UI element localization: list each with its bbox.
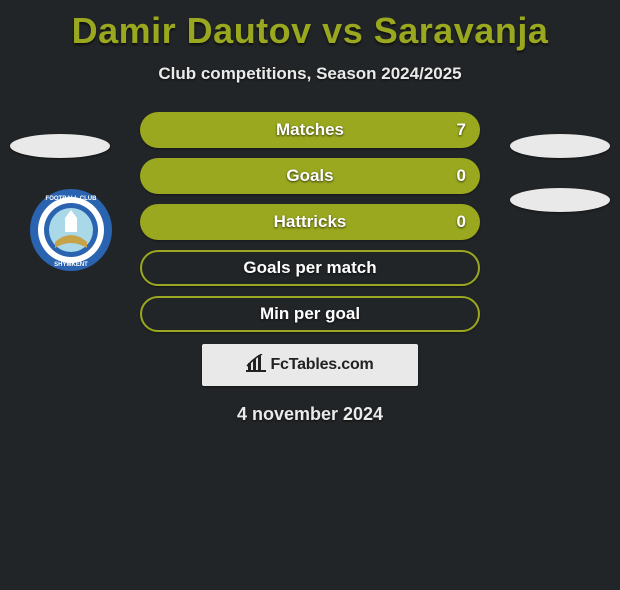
stat-label: Hattricks xyxy=(274,212,347,232)
club-badge-icon: FOOTBALL CLUB SHYMKENT xyxy=(29,188,113,272)
stat-label: Min per goal xyxy=(260,304,360,324)
brand-text: FcTables.com xyxy=(270,356,373,374)
svg-text:SHYMKENT: SHYMKENT xyxy=(54,262,88,268)
footer-date: 4 november 2024 xyxy=(0,404,620,425)
player-photo-placeholder-icon xyxy=(510,134,610,158)
stat-value: 0 xyxy=(457,166,466,186)
stat-row-gpm: Goals per match xyxy=(140,250,480,286)
stat-label: Goals xyxy=(286,166,333,186)
player-photo-placeholder-icon xyxy=(10,134,110,158)
page-subtitle: Club competitions, Season 2024/2025 xyxy=(0,64,620,84)
stat-value: 7 xyxy=(457,120,466,140)
stat-row-goals: Goals 0 xyxy=(140,158,480,194)
svg-text:FOOTBALL CLUB: FOOTBALL CLUB xyxy=(46,196,98,202)
stat-row-hattricks: Hattricks 0 xyxy=(140,204,480,240)
stat-label: Goals per match xyxy=(243,258,376,278)
player-photo-placeholder-icon xyxy=(510,188,610,212)
stat-value: 0 xyxy=(457,212,466,232)
stat-row-mpg: Min per goal xyxy=(140,296,480,332)
stat-row-matches: Matches 7 xyxy=(140,112,480,148)
stat-label: Matches xyxy=(276,120,344,140)
stats-bars: Matches 7 Goals 0 Hattricks 0 Goals per … xyxy=(140,112,480,332)
bar-chart-icon xyxy=(246,354,266,377)
page-title: Damir Dautov vs Saravanja xyxy=(0,10,620,52)
brand-attribution: FcTables.com xyxy=(202,344,418,386)
